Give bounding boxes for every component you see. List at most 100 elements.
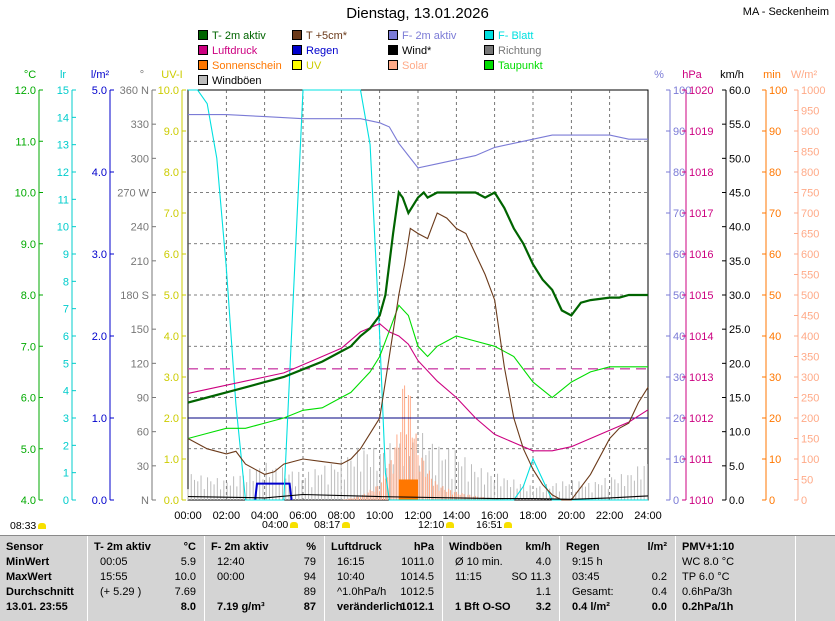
axis-tick-label: 700 [801,208,819,220]
legend-entry: Richtung [484,45,541,57]
table-row: 16:15 1011.0 [331,555,438,570]
x-tick-label: 06:00 [289,510,317,522]
table-cell-value: °C [183,541,196,553]
axis-tick-label: 650 [801,229,819,241]
series-line-wind- [187,493,649,500]
axis-tick-label: 10 [769,454,781,466]
axis-tick-label: 11.0 [15,136,36,148]
axis-tick-label: N [141,495,149,507]
axis-tick-label: 40 [673,331,685,343]
legend-entry: Solar [388,60,428,72]
axis-tick-label: 5.0 [164,290,179,302]
legend-swatch [292,45,302,55]
table-row: 1 Bft O-SO 3.2 [449,600,555,615]
axis-tick-label: 300 [801,372,819,384]
legend-swatch [292,60,302,70]
axis-tick-label: 100 [769,85,787,97]
axis-tick-label: 270 W [117,188,149,200]
table-cell-label: Gesamt: [572,586,614,598]
table-cell-value: 1012.5 [400,586,434,598]
axis-tick-label: 350 [801,352,819,364]
moon-icon [504,522,513,528]
x-tick-label: 02:00 [213,510,241,522]
axis-tick-label: 4.0 [92,167,107,179]
axis-tick-label: 5.0 [92,85,107,97]
table-cell-value: 1011.0 [401,556,434,568]
legend-label: Solar [402,60,428,72]
axis-tick-label: 1020 [689,85,713,97]
astro-events: 08:33 04:00 08:17 12:10 16:51 [0,518,835,532]
table-cell-label: Windböen [449,541,503,553]
axis-tick-label: 8 [63,276,69,288]
axis-tick-label: 1017 [689,208,713,220]
event-moon: 16:51 [476,519,513,531]
axis-tick-label: 0.0 [729,495,744,507]
table-header: PMV+1:10 [682,540,791,555]
table-cell-label: 0.2hPa/1h [682,601,734,613]
axis-tick-label: 10 [673,454,685,466]
axis-tick-label: 4 [63,386,69,398]
axis-tick-label: 60 [137,427,149,439]
x-tick-label: 14:00 [443,510,471,522]
axis-tick-label: 1.0 [92,413,107,425]
axis-tick-label: 1015 [689,290,713,302]
axis-tick-label: 60.0 [729,85,750,97]
axis-tick-label: 5 [63,358,69,370]
axis-tick-label: 1019 [689,126,713,138]
table-row: (+ 5.29 ) 7.69 [94,585,200,600]
table-row: Durchschnitt [6,585,83,600]
axis-tick-label: 1012 [689,413,713,425]
axis-tick-label: 9.0 [164,126,179,138]
axis-tick-label: 70 [673,208,685,220]
axis-unit-label: ° [140,69,144,81]
table-row: 8.0 [94,600,200,615]
table-row: 15:55 10.0 [94,570,200,585]
axis-tick-label: 50.0 [729,153,750,165]
axis-tick-label: 14 [57,112,69,124]
axis-tick-label: 20 [769,413,781,425]
axis-tick-label: 8.0 [21,290,36,302]
legend-label: Regen [306,45,339,57]
table-cell-value: 94 [303,571,316,583]
axis-tick-label: 30.0 [729,290,750,302]
legend-entry: T- 2m aktiv [198,30,266,42]
legend-label: Richtung [498,45,542,57]
table-row: TP 6.0 °C [682,570,791,585]
legend-label: T +5cm* [306,30,348,42]
table-row: 1.1 [449,585,555,600]
axis-tick-label: 6.0 [164,249,179,261]
legend-swatch [484,45,494,55]
event-time: 08:17 [314,519,341,531]
series-line-f-2m-aktiv [188,114,648,169]
x-tick-label: 08:00 [328,510,356,522]
axis-tick-label: 1 [63,468,69,480]
axis-tick-label: 5.0 [21,444,36,456]
axis-tick-label: 2.0 [164,413,179,425]
sun-icon [342,522,351,528]
axis-tick-label: 7.0 [21,341,36,353]
series-line-t-2m-aktiv [187,189,648,404]
x-tick-label: 18:00 [519,510,547,522]
table-row: 11:15 SO 11.3 [449,570,555,585]
table-cell-label: 7.19 g/m³ [217,601,265,613]
event-time: 16:51 [476,519,503,531]
x-tick-label: 04:00 [251,510,279,522]
table-cell-label: 0.4 l/m² [572,601,610,613]
axis-tick-label: 360 N [120,85,149,97]
axis-tick-label: 120 [131,358,149,370]
event-time: 04:00 [262,519,289,531]
axis-tick-label: 450 [801,311,819,323]
axis-tick-label: 60 [769,249,781,261]
series-line-f-blatt [188,89,648,501]
axis-tick-label: 70 [769,208,781,220]
table-row: 00:00 94 [211,570,320,585]
table-cell-label: T- 2m aktiv [94,541,151,553]
table-cell-value: 0.0 [651,601,667,613]
axis-tick-label: 3.0 [164,372,179,384]
table-column: Regen l/m² 9:15 h 03:45 0.2 Gesamt: 0.4 0.4 l/m… [560,536,676,621]
axis-unit-label: °C [24,69,36,81]
table-cell-value: 4.0 [535,556,551,568]
axis-tick-label: 30 [769,372,781,384]
axis-tick-label: 40.0 [729,222,750,234]
table-cell-value: 1012.1 [400,601,434,613]
